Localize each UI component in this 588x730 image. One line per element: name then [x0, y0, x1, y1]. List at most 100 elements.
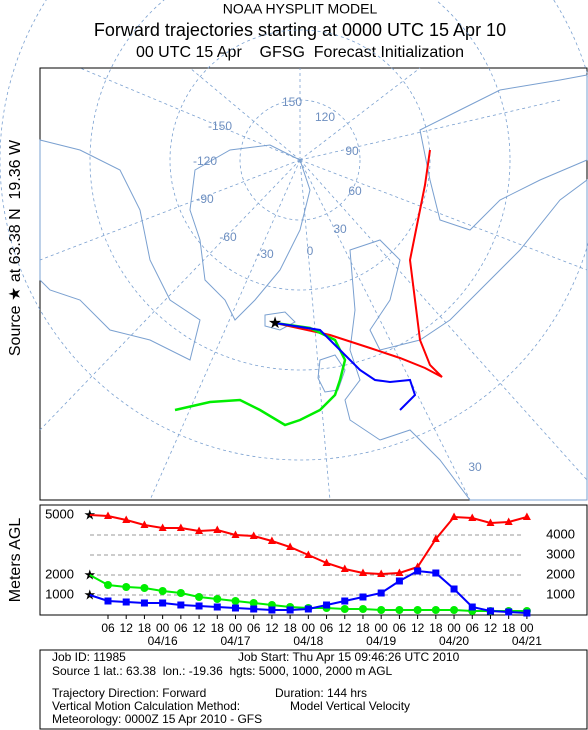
marker [523, 609, 531, 617]
marker [505, 608, 513, 616]
marker [268, 606, 276, 614]
x-tick-label: 06 [247, 621, 261, 635]
marker [468, 513, 477, 521]
x-tick-label: 00 [302, 621, 316, 635]
map-label: 30 [333, 222, 347, 236]
x-tick-label: 00 [520, 621, 534, 635]
marker [304, 605, 312, 613]
x-tick-label: 00 [229, 621, 243, 635]
marker [323, 601, 331, 609]
marker [140, 599, 148, 607]
date-label: 04/20 [439, 634, 469, 648]
marker [522, 512, 531, 520]
trajectory [274, 322, 417, 411]
x-tick-label: 00 [447, 621, 461, 635]
footer-text: Job Start: Thu Apr 15 09:46:26 UTC 2010 [238, 650, 460, 664]
x-tick-label: 12 [265, 621, 279, 635]
marker [450, 585, 458, 593]
marker [159, 599, 167, 607]
marker [140, 520, 149, 528]
x-tick-label: 06 [174, 621, 188, 635]
marker [395, 568, 404, 576]
marker [176, 523, 185, 531]
marker [213, 595, 222, 603]
y-tick-label: 2000 [45, 566, 74, 581]
marker [195, 602, 203, 610]
marker [486, 518, 495, 526]
y-tick-label: 5000 [45, 506, 74, 521]
marker [358, 605, 367, 613]
marker [377, 606, 386, 614]
y-axis-title: Meters AGL [7, 518, 24, 603]
coastline [344, 179, 588, 501]
marker [213, 603, 221, 611]
x-tick-label: 12 [411, 621, 425, 635]
trajectory [274, 149, 443, 378]
y-tick-label: 4000 [546, 526, 575, 541]
map-label: 120 [315, 110, 335, 124]
map-label: -90 [196, 192, 214, 206]
x-tick-label: 06 [466, 621, 480, 635]
map-label: -30 [256, 247, 274, 261]
marker [413, 606, 422, 614]
x-tick-label: 18 [502, 621, 516, 635]
coastline [317, 354, 346, 393]
footer-text: Job ID: 11985 [52, 650, 126, 664]
x-tick-label: 12 [338, 621, 352, 635]
x-tick-label: 06 [101, 621, 115, 635]
subtitle: 00 UTC 15 Apr GFSG Forecast Initializati… [136, 44, 464, 61]
x-tick-label: 18 [283, 621, 297, 635]
x-tick-label: 18 [211, 621, 225, 635]
marker [431, 606, 440, 614]
date-label: 04/17 [220, 634, 250, 648]
marker [122, 515, 131, 523]
map-label: -150 [208, 119, 232, 133]
y-tick-label: 1000 [546, 586, 575, 601]
footer-text: Model Vertical Velocity [290, 699, 410, 713]
footer-box [39, 649, 588, 730]
marker [104, 597, 112, 605]
marker [213, 525, 222, 533]
map-label: -60 [219, 230, 237, 244]
marker [177, 601, 185, 609]
marker [249, 531, 258, 539]
marker [231, 530, 240, 538]
marker [103, 511, 112, 519]
marker [322, 558, 331, 566]
source-star: ★ [84, 567, 97, 583]
marker [431, 534, 440, 542]
marker [158, 523, 167, 531]
map: ★ [0, 0, 588, 501]
marker [122, 598, 130, 606]
marker [195, 526, 204, 534]
x-tick-label: 12 [192, 621, 206, 635]
marker [359, 593, 367, 601]
map-label: 0 [307, 244, 314, 258]
marker [377, 569, 386, 577]
chart-frame [39, 504, 588, 616]
map-label: 60 [348, 184, 362, 198]
x-tick-label: 18 [138, 621, 152, 635]
marker [286, 542, 295, 550]
date-label: 04/18 [293, 634, 323, 648]
map-label: 150 [282, 95, 302, 109]
source-star: ★ [84, 587, 97, 603]
marker [358, 568, 367, 576]
y-tick-label: 2000 [546, 566, 575, 581]
date-label: 04/21 [512, 634, 542, 648]
title: NOAA HYSPLIT MODEL [223, 1, 378, 17]
marker [140, 584, 149, 592]
marker [395, 606, 404, 614]
date-label: 04/16 [148, 634, 178, 648]
marker [468, 603, 476, 611]
source-star: ★ [268, 315, 282, 332]
marker [103, 581, 112, 589]
marker [286, 606, 294, 614]
x-tick-label: 12 [120, 621, 134, 635]
x-tick-label: 00 [156, 621, 170, 635]
marker [340, 564, 349, 572]
marker [450, 512, 459, 520]
marker [249, 599, 258, 607]
footer-text: Source 1 lat.: 63.38 lon.: -19.36 hgts: … [52, 664, 393, 678]
